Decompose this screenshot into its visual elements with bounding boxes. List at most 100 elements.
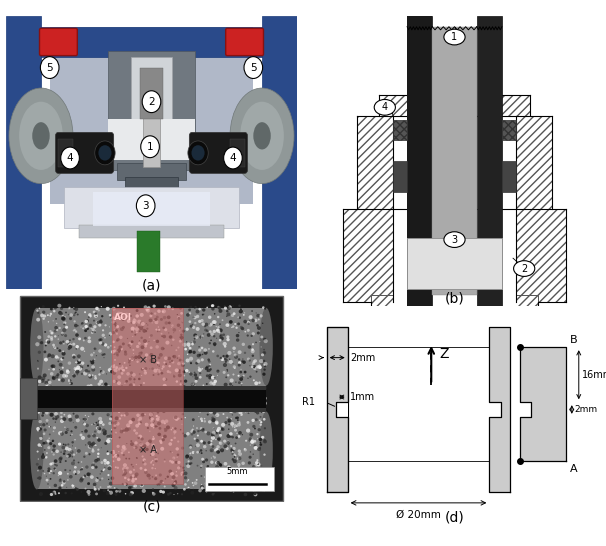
Circle shape xyxy=(230,388,234,392)
Circle shape xyxy=(170,439,173,441)
Circle shape xyxy=(199,389,201,391)
Circle shape xyxy=(181,474,182,476)
Circle shape xyxy=(211,304,215,307)
Circle shape xyxy=(201,467,202,468)
Circle shape xyxy=(245,322,246,323)
Circle shape xyxy=(130,347,131,348)
Circle shape xyxy=(98,324,101,327)
Circle shape xyxy=(98,455,99,456)
Circle shape xyxy=(84,488,87,490)
Circle shape xyxy=(53,396,57,400)
Circle shape xyxy=(73,321,76,323)
Circle shape xyxy=(85,391,87,392)
Circle shape xyxy=(160,442,162,444)
Circle shape xyxy=(215,420,219,424)
Bar xyxy=(140,68,163,119)
Circle shape xyxy=(220,448,224,452)
Circle shape xyxy=(228,393,230,394)
Circle shape xyxy=(73,454,75,456)
Circle shape xyxy=(55,422,56,423)
Circle shape xyxy=(238,449,241,453)
Circle shape xyxy=(212,382,216,385)
Circle shape xyxy=(170,403,171,405)
Ellipse shape xyxy=(98,145,112,161)
Circle shape xyxy=(232,407,235,410)
Circle shape xyxy=(135,314,139,318)
Circle shape xyxy=(145,423,147,425)
Circle shape xyxy=(85,393,88,396)
Circle shape xyxy=(36,450,39,453)
Circle shape xyxy=(238,406,240,408)
Circle shape xyxy=(90,475,94,479)
Circle shape xyxy=(107,437,110,440)
Circle shape xyxy=(250,440,255,444)
Circle shape xyxy=(138,435,142,438)
Circle shape xyxy=(174,486,178,490)
Circle shape xyxy=(263,396,267,400)
Circle shape xyxy=(94,314,98,318)
Circle shape xyxy=(224,358,227,360)
Circle shape xyxy=(101,447,102,448)
Circle shape xyxy=(182,466,184,469)
Circle shape xyxy=(218,389,221,393)
Circle shape xyxy=(213,469,216,472)
Circle shape xyxy=(157,422,161,425)
Circle shape xyxy=(104,337,106,339)
Circle shape xyxy=(121,452,124,454)
Circle shape xyxy=(102,396,105,399)
Circle shape xyxy=(217,375,218,376)
Circle shape xyxy=(143,339,147,343)
Circle shape xyxy=(172,456,175,459)
Circle shape xyxy=(171,406,175,408)
Circle shape xyxy=(122,369,125,372)
Circle shape xyxy=(125,428,129,431)
Circle shape xyxy=(196,315,199,318)
Circle shape xyxy=(210,340,212,341)
Circle shape xyxy=(247,389,251,393)
Circle shape xyxy=(263,364,265,366)
Ellipse shape xyxy=(253,122,271,150)
Circle shape xyxy=(115,432,117,434)
Circle shape xyxy=(182,370,185,373)
Circle shape xyxy=(53,346,56,348)
Circle shape xyxy=(251,354,254,357)
Circle shape xyxy=(112,307,116,311)
Circle shape xyxy=(223,363,227,367)
Circle shape xyxy=(91,392,94,395)
Circle shape xyxy=(209,330,211,333)
Circle shape xyxy=(130,491,134,495)
Circle shape xyxy=(57,397,59,399)
Circle shape xyxy=(147,409,149,411)
Circle shape xyxy=(98,427,102,430)
Circle shape xyxy=(139,443,143,446)
Circle shape xyxy=(64,322,65,323)
Circle shape xyxy=(237,458,239,460)
Circle shape xyxy=(52,440,54,442)
Circle shape xyxy=(152,437,155,440)
Circle shape xyxy=(213,335,215,337)
Circle shape xyxy=(152,420,155,423)
Circle shape xyxy=(167,370,170,373)
Circle shape xyxy=(104,405,106,407)
Circle shape xyxy=(194,372,196,373)
Circle shape xyxy=(232,305,234,307)
Ellipse shape xyxy=(9,88,73,183)
Circle shape xyxy=(156,364,159,365)
Circle shape xyxy=(215,407,216,408)
Circle shape xyxy=(172,339,175,341)
Circle shape xyxy=(199,451,200,453)
Circle shape xyxy=(167,391,168,393)
Circle shape xyxy=(61,452,62,453)
Circle shape xyxy=(126,315,128,318)
Circle shape xyxy=(162,311,164,313)
Ellipse shape xyxy=(19,102,63,170)
Circle shape xyxy=(153,427,155,429)
Circle shape xyxy=(242,375,245,377)
Circle shape xyxy=(150,346,153,349)
Circle shape xyxy=(58,475,59,476)
Circle shape xyxy=(64,414,65,416)
Circle shape xyxy=(87,482,90,485)
Circle shape xyxy=(51,393,53,394)
Circle shape xyxy=(167,357,171,360)
Text: R1: R1 xyxy=(302,397,315,407)
